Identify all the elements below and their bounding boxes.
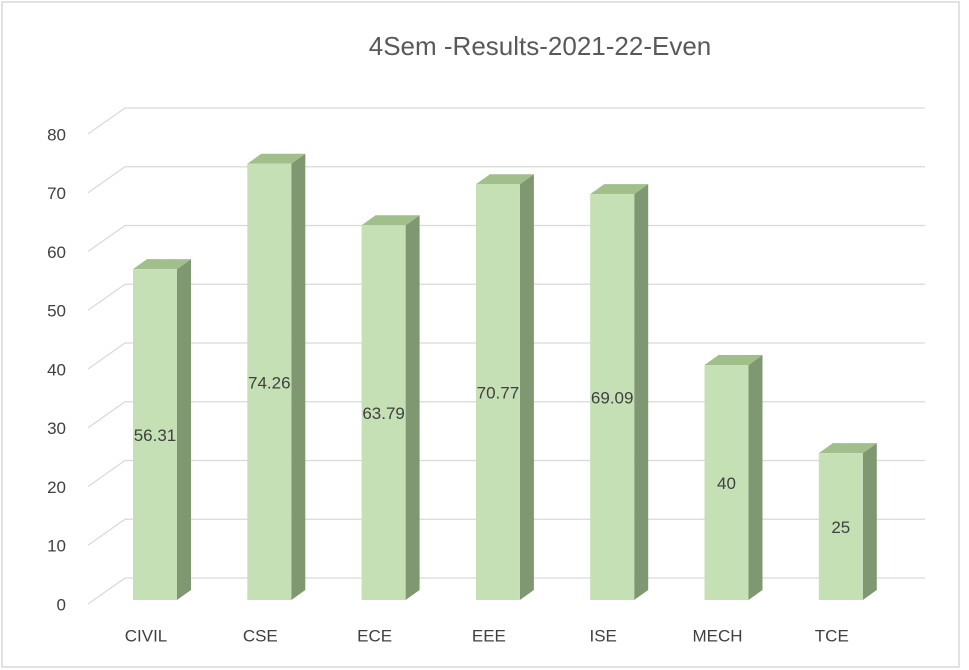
data-label: 56.31 bbox=[134, 426, 177, 445]
data-label: 63.79 bbox=[362, 404, 405, 423]
grid-line bbox=[87, 166, 925, 194]
bar bbox=[704, 365, 749, 600]
grid-line bbox=[87, 224, 925, 252]
y-tick-label: 30 bbox=[47, 419, 66, 438]
bar-side bbox=[519, 174, 534, 600]
x-tick-label: EEE bbox=[472, 626, 506, 645]
bar-side bbox=[405, 215, 420, 600]
x-tick-label: CIVIL bbox=[125, 626, 168, 645]
bar bbox=[247, 163, 292, 600]
chart-title: 4Sem -Results-2021-22-Even bbox=[369, 31, 712, 61]
bar-side bbox=[748, 355, 763, 600]
grid-line bbox=[87, 577, 925, 605]
y-tick-label: 20 bbox=[47, 478, 66, 497]
bar bbox=[475, 184, 520, 600]
data-label: 70.77 bbox=[477, 384, 520, 403]
x-tick-label: MECH bbox=[692, 626, 742, 645]
grid-line bbox=[87, 342, 925, 370]
bar-side bbox=[862, 443, 877, 600]
grid-line bbox=[87, 518, 925, 546]
grid-line bbox=[87, 107, 925, 135]
bar-top bbox=[475, 174, 534, 185]
y-tick-label: 50 bbox=[47, 302, 66, 321]
bar-top bbox=[247, 153, 306, 164]
data-label: 25 bbox=[831, 518, 850, 537]
bar-top bbox=[818, 443, 877, 454]
x-tick-label: TCE bbox=[815, 626, 849, 645]
bar-side bbox=[291, 153, 306, 600]
bar-side bbox=[177, 259, 191, 600]
bar-top bbox=[133, 259, 191, 270]
y-tick-label: 60 bbox=[47, 243, 66, 262]
y-tick-label: 70 bbox=[47, 184, 66, 203]
grid-line bbox=[87, 459, 925, 487]
grid-line bbox=[87, 283, 925, 311]
data-label: 69.09 bbox=[591, 389, 634, 408]
y-tick-label: 0 bbox=[57, 595, 66, 614]
grid-line bbox=[87, 401, 925, 429]
bar-top bbox=[361, 215, 420, 226]
data-label: 74.26 bbox=[248, 373, 291, 392]
y-tick-label: 80 bbox=[47, 125, 66, 144]
bar bbox=[590, 194, 635, 600]
bar-side bbox=[634, 184, 649, 600]
y-tick-label: 10 bbox=[47, 537, 66, 556]
x-tick-label: ISE bbox=[589, 626, 616, 645]
x-tick-label: ECE bbox=[357, 626, 392, 645]
x-tick-label: CSE bbox=[243, 626, 278, 645]
bar-top bbox=[704, 355, 763, 365]
bar bbox=[361, 225, 406, 600]
data-label: 40 bbox=[717, 474, 736, 493]
y-tick-label: 40 bbox=[47, 360, 66, 379]
bar bbox=[818, 453, 863, 600]
bar bbox=[133, 269, 177, 600]
bar-top bbox=[590, 184, 649, 195]
